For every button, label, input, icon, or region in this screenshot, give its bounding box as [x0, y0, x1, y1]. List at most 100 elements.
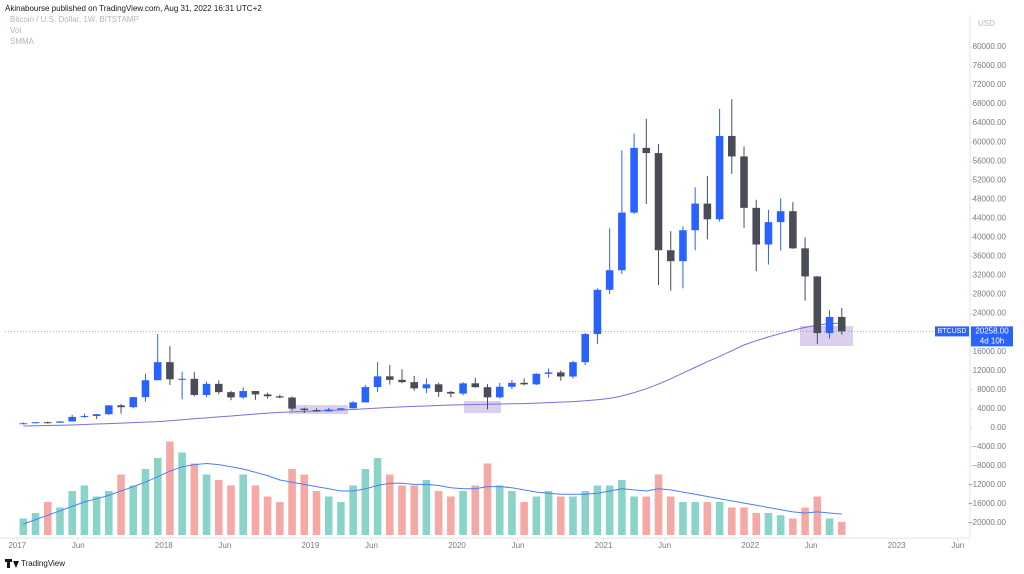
x-tick-label: 2019: [301, 541, 319, 550]
y-tick-label: 8000.00: [977, 385, 1006, 394]
candle-body: [373, 376, 382, 388]
volume-bar: [105, 491, 113, 535]
candle-body: [105, 405, 113, 415]
volume-bar: [373, 458, 382, 535]
y-tick-label: 12000.00: [973, 366, 1007, 375]
candle-body: [630, 147, 638, 213]
volume-bar: [398, 485, 406, 535]
volume-bar: [605, 485, 614, 535]
footer: TradingView: [21, 559, 65, 568]
volume-bar: [214, 480, 223, 535]
volume-bar: [691, 502, 699, 535]
candle-body: [740, 156, 748, 208]
candle-body: [495, 386, 504, 398]
candle-body: [605, 270, 614, 290]
candle-body: [214, 383, 223, 393]
candle-body: [557, 372, 565, 377]
candle-body: [581, 334, 590, 363]
candle-body: [764, 222, 773, 245]
volume-bar: [825, 518, 834, 535]
candle-body: [569, 362, 577, 377]
candle-body: [117, 405, 125, 408]
candle-body: [813, 276, 822, 334]
candle-body: [239, 391, 247, 398]
countdown-label: 4d 10h: [980, 336, 1004, 345]
volume-bar: [19, 518, 28, 535]
volume-ma-line: [23, 462, 842, 525]
candle-body: [618, 212, 626, 271]
volume-bar: [190, 463, 199, 535]
volume-bar: [715, 502, 724, 535]
volume-bar: [434, 491, 443, 535]
y-tick-label: 4000.00: [977, 404, 1006, 413]
y-tick-label: −20000.00: [968, 518, 1007, 527]
volume-bar: [337, 502, 345, 535]
candle-body: [654, 153, 663, 251]
x-tick-label: 2022: [741, 541, 759, 550]
price-label: 20258.00: [975, 326, 1009, 335]
candle-body: [642, 147, 651, 154]
candle-body: [776, 211, 785, 223]
volume-bar: [447, 496, 455, 535]
y-tick-label: −16000.00: [968, 499, 1007, 508]
candle-body: [43, 422, 52, 424]
candle-body: [190, 378, 199, 395]
candle-body: [153, 362, 162, 381]
y-tick-label: 60000.00: [973, 137, 1007, 146]
candle-body: [141, 380, 150, 398]
volume-bar: [471, 485, 480, 535]
candle-body: [593, 289, 602, 335]
y-tick-label: 28000.00: [973, 290, 1007, 299]
symbol-label: BTCUSD: [938, 328, 967, 335]
highlight-box: [464, 401, 501, 413]
volume-bar: [740, 507, 748, 535]
volume-bar: [520, 502, 528, 535]
volume-bar: [288, 469, 296, 535]
volume-bar: [92, 496, 101, 535]
candle-body: [337, 408, 345, 410]
volume-bar: [312, 491, 321, 535]
logo: [5, 559, 19, 568]
volume-bar: [813, 496, 822, 535]
candle-body: [459, 383, 467, 394]
y-tick-label: −8000.00: [972, 461, 1006, 470]
volume-bar: [581, 491, 590, 535]
candle-body: [92, 414, 101, 417]
volume-bar: [239, 474, 247, 535]
volume-bar: [618, 480, 626, 535]
candle-body: [447, 391, 455, 394]
candle-body: [837, 316, 846, 332]
candle-body: [434, 384, 443, 392]
volume-bar: [593, 485, 602, 535]
y-tick-label: 72000.00: [973, 80, 1007, 89]
price-tag: [971, 326, 1013, 347]
volume-bar: [385, 474, 394, 535]
candle-body: [288, 397, 296, 409]
volume-bar: [459, 491, 467, 535]
volume-bar: [837, 521, 846, 535]
x-tick-label: 2021: [595, 541, 613, 550]
volume-bar: [789, 518, 797, 535]
smma-label: SMMA: [10, 37, 35, 46]
candle-body: [825, 316, 834, 334]
candle-body: [679, 230, 687, 262]
candle-body: [349, 402, 357, 409]
volume-bar: [31, 513, 40, 535]
y-tick-label: 76000.00: [973, 61, 1007, 70]
volume-bar: [178, 452, 186, 535]
volume-bar: [752, 513, 761, 535]
volume-bar: [251, 485, 260, 535]
candle-body: [202, 383, 211, 395]
chart-title: Bitcoin / U.S. Dollar, 1W, BITSTAMP: [10, 15, 139, 24]
volume-bar: [544, 491, 553, 535]
candle-body: [483, 387, 492, 398]
volume-bar: [483, 463, 492, 535]
x-tick-label: 2023: [888, 541, 906, 550]
candle-body: [227, 392, 235, 398]
candle-body: [520, 382, 528, 385]
volume-bar: [654, 474, 663, 535]
header: Akinabourse published on TradingView.com…: [5, 4, 262, 13]
x-tick-label: 2017: [8, 541, 26, 550]
y-tick-label: 0.00: [990, 423, 1006, 432]
